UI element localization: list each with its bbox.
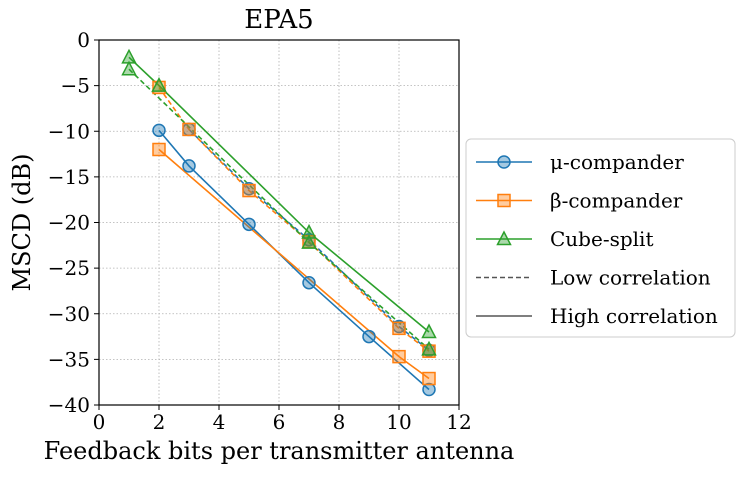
- data-point-beta-compander-high-correlation: [152, 142, 166, 157]
- data-point-cube-split-high-correlation: [121, 48, 137, 64]
- x-tick-label: 4: [213, 410, 226, 434]
- data-point-beta-compander-low-correlation: [182, 122, 196, 137]
- plot-series: [128, 56, 430, 391]
- y-tick-label: −10: [48, 119, 90, 143]
- y-tick-label: −30: [48, 302, 90, 326]
- legend-label-low-correlation: Low correlation: [550, 266, 711, 290]
- y-tick-label: −35: [48, 347, 90, 371]
- y-tick-label: −5: [61, 74, 90, 98]
- x-tick-label: 10: [386, 410, 411, 434]
- data-point-mu-compander-high-correlation: [302, 275, 316, 290]
- data-point-beta-compander-high-correlation: [422, 371, 436, 386]
- series-line-cube-split-high-correlation: [128, 56, 430, 333]
- x-tick-label: 0: [93, 410, 106, 434]
- x-tick-label: 2: [153, 410, 166, 434]
- data-point-mu-compander-high-correlation: [362, 329, 376, 344]
- legend-box: [465, 138, 736, 338]
- data-point-cube-split-high-correlation: [421, 323, 437, 339]
- data-point-beta-compander-low-correlation: [392, 321, 406, 336]
- series-line-mu-compander-low-correlation: [188, 128, 430, 351]
- axis-ticks: 0 2 4 6 8 10 12 0 −5 −10 −15 −20 −25 −30 −35 −40: [48, 28, 472, 434]
- data-point-mu-compander-high-correlation: [242, 217, 256, 232]
- data-point-mu-compander-high-correlation: [182, 159, 196, 173]
- legend-marker-cube-split: [496, 230, 512, 246]
- legend-marker-mu-compander: [497, 155, 511, 169]
- y-tick-label: −15: [48, 165, 90, 189]
- legend: μ-compander β-compander Cube-split Low corr…: [465, 138, 736, 338]
- legend-label-cube-split: Cube-split: [550, 227, 653, 251]
- data-point-beta-compander-low-correlation: [242, 183, 256, 198]
- y-tick-label: −20: [48, 211, 90, 235]
- data-point-beta-compander-high-correlation: [392, 349, 406, 364]
- legend-label-mu-compander: μ-compander: [550, 150, 684, 174]
- y-tick-label: −25: [48, 256, 90, 280]
- data-point-cube-split-high-correlation: [151, 76, 167, 92]
- chart-title: EPA5: [244, 5, 313, 35]
- data-point-mu-compander-high-correlation: [152, 123, 166, 138]
- legend-label-high-correlation: High correlation: [550, 304, 718, 328]
- x-tick-label: 12: [446, 410, 471, 434]
- x-axis-title: Feedback bits per transmitter antenna: [44, 437, 515, 465]
- data-point-cube-split-low-correlation: [301, 233, 317, 249]
- series-line-cube-split-low-correlation: [128, 68, 430, 350]
- y-tick-label: −40: [48, 393, 90, 417]
- data-point-mu-compander-high-correlation: [422, 382, 436, 397]
- data-point-cube-split-low-correlation: [121, 60, 137, 76]
- plot-markers: [121, 48, 437, 397]
- x-tick-label: 6: [273, 410, 286, 434]
- data-point-cube-split-high-correlation: [301, 223, 317, 239]
- legend-label-beta-compander: β-compander: [550, 189, 683, 213]
- legend-marker-beta-compander: [497, 193, 511, 208]
- y-tick-label: 0: [77, 28, 90, 52]
- data-point-cube-split-low-correlation: [421, 340, 437, 356]
- y-axis-title: MSCD (dB): [8, 154, 36, 292]
- series-line-beta-compander-high-correlation: [158, 148, 430, 380]
- x-tick-label: 8: [333, 410, 346, 434]
